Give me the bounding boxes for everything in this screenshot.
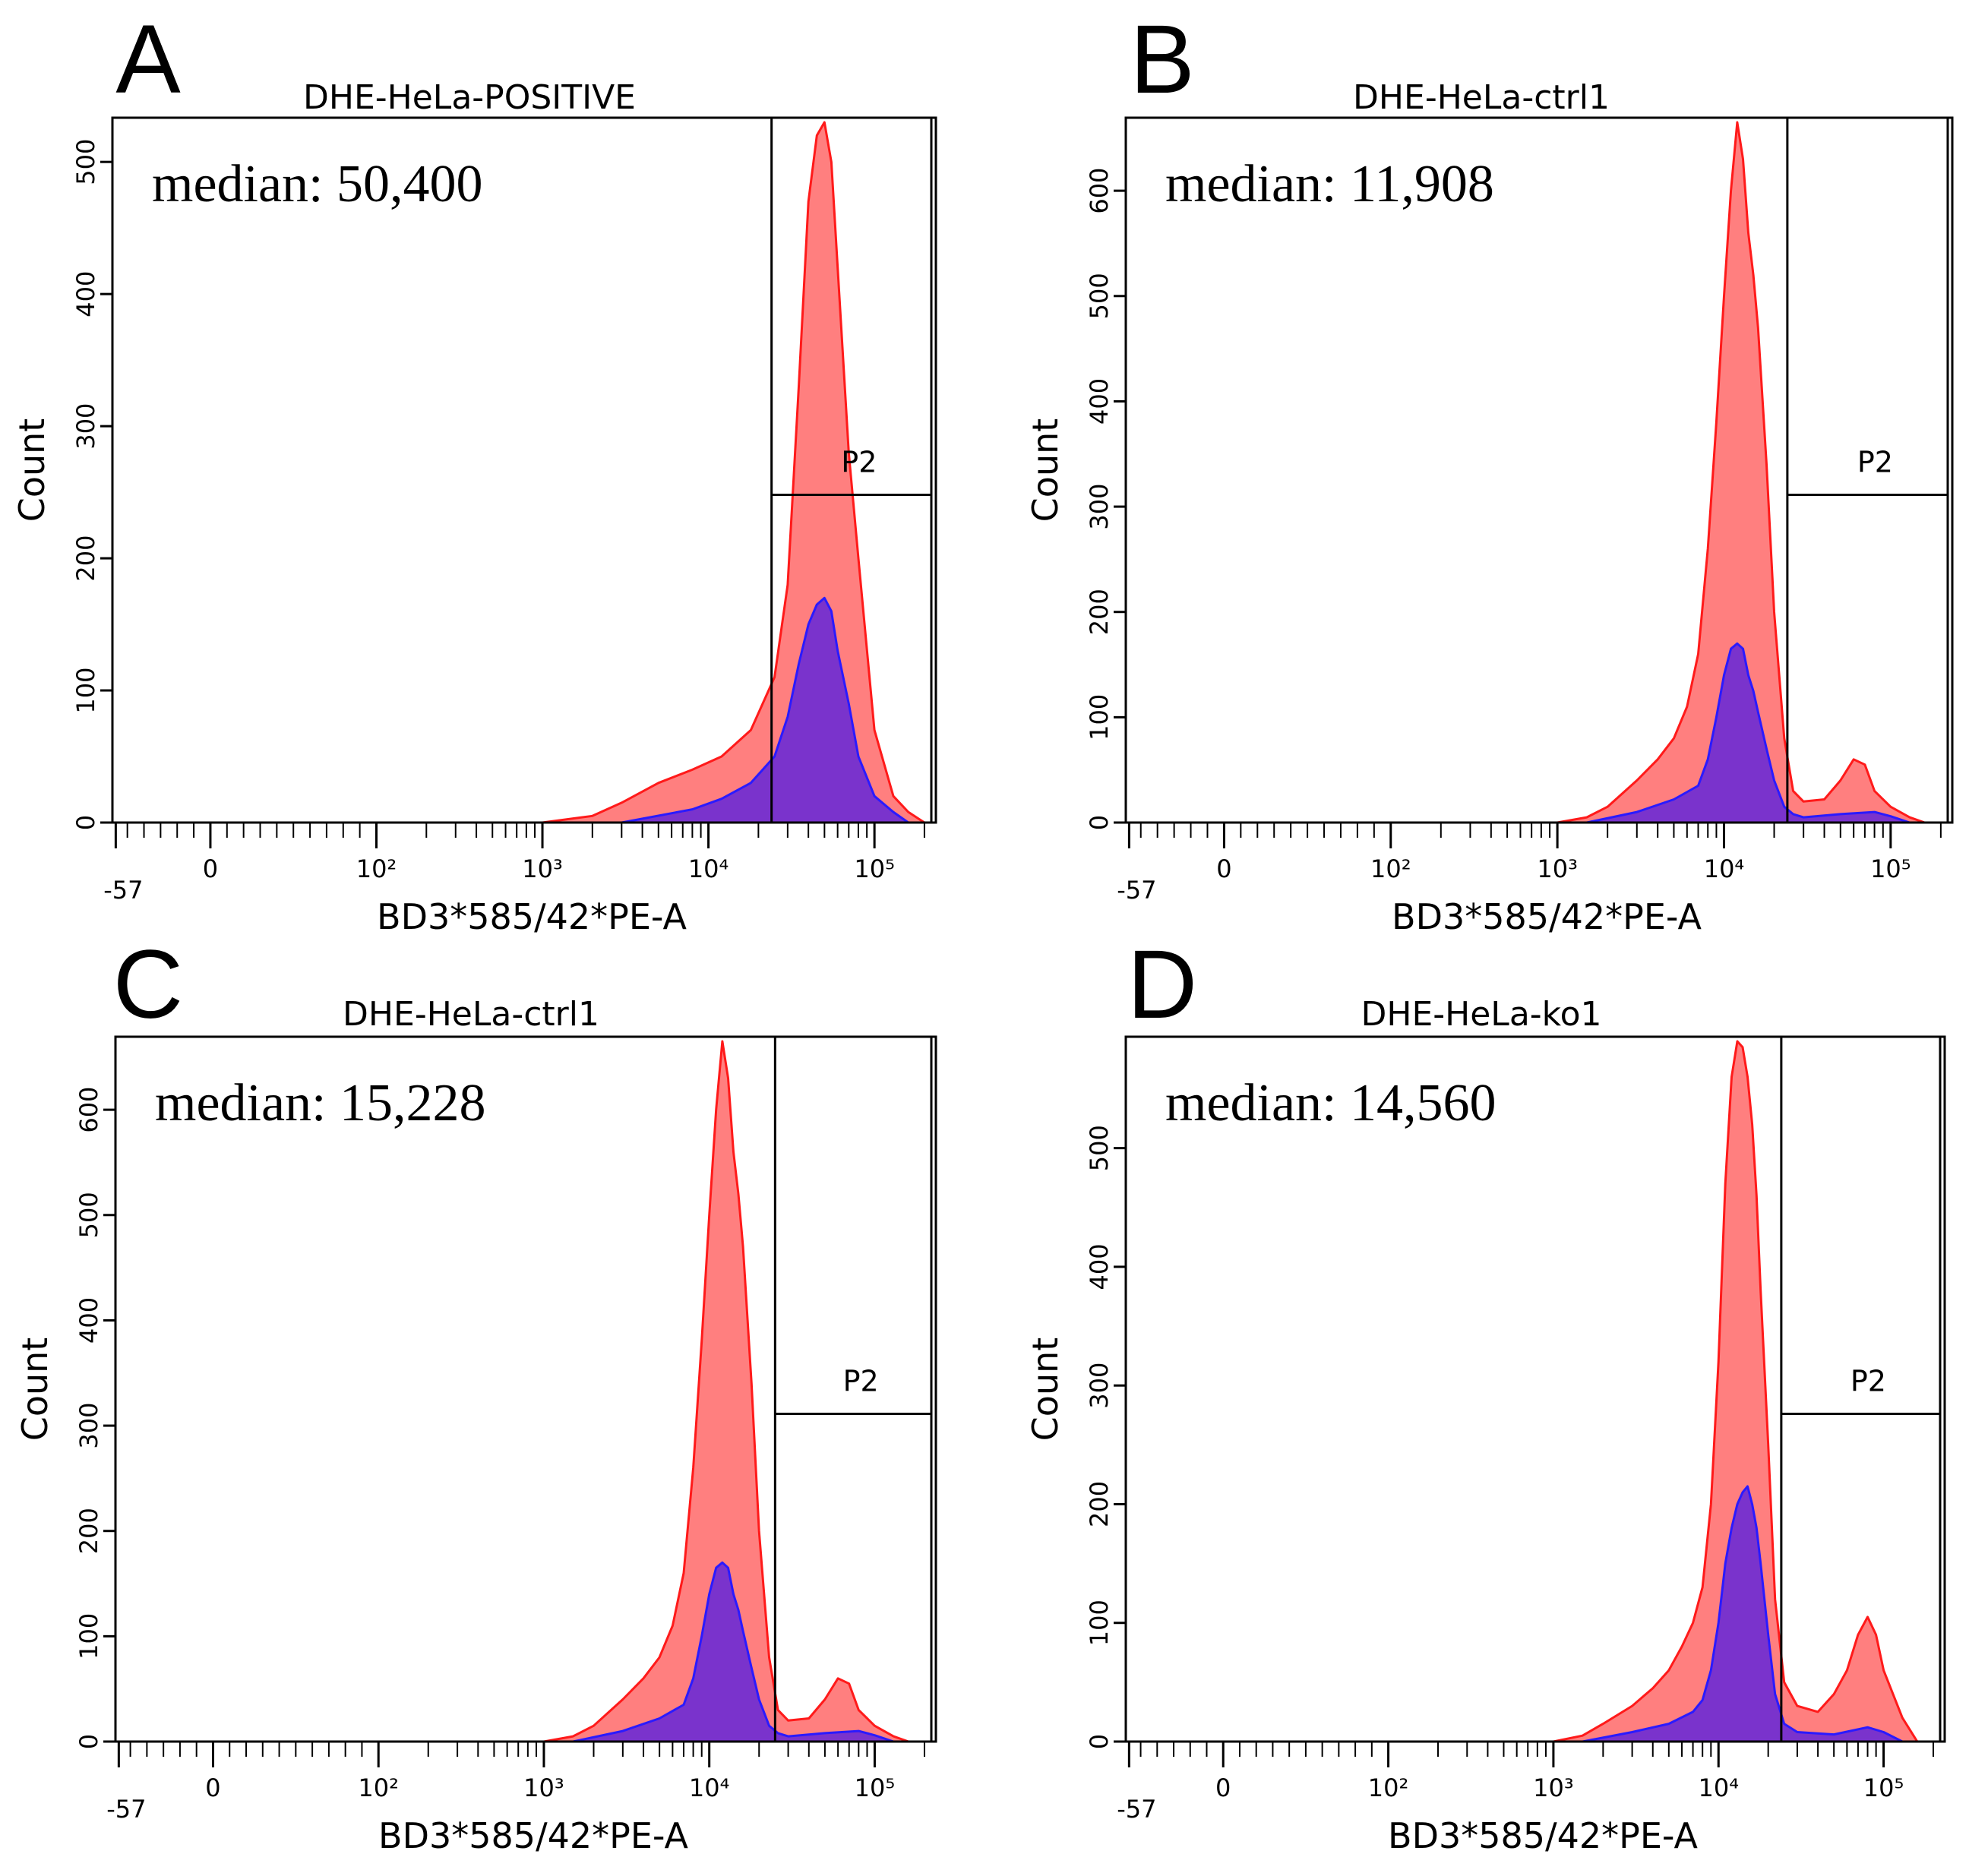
series-gated-line <box>1586 642 1911 824</box>
series-all-events-line <box>1557 121 1926 824</box>
x-tick-label: -57 <box>106 1795 146 1824</box>
series-all-events-area <box>544 1041 909 1742</box>
series-gated-area <box>1586 643 1910 823</box>
series-gated-line <box>572 1561 894 1743</box>
y-tick-label: 300 <box>1085 1363 1114 1409</box>
series-all-events-area <box>1557 122 1925 823</box>
x-tick-label: -57 <box>1117 1795 1156 1824</box>
panel-a: A DHE-HeLa-POSITIVE P2 median: 50,400 0 100 20… <box>11 5 937 937</box>
x-tick-label: 10⁵ <box>1870 854 1911 883</box>
x-tick-label: 0 <box>203 854 218 883</box>
x-axis-label: BD3*585/42*PE-A <box>1388 1815 1698 1856</box>
panel-letter: B <box>1130 5 1194 114</box>
y-tick-label: 400 <box>1085 378 1114 425</box>
y-tick-label: 400 <box>71 271 100 317</box>
chart-title: DHE-HeLa-ko1 <box>1361 995 1602 1034</box>
y-tick-label: 500 <box>74 1192 103 1238</box>
series-gated-line <box>621 596 909 824</box>
x-tick-label: -57 <box>1117 876 1156 905</box>
x-tick-label: 10² <box>1368 1773 1409 1802</box>
x-tick-label: 0 <box>205 1773 220 1802</box>
x-tick-label: 0 <box>1215 1773 1231 1802</box>
series-gated-line <box>1582 1485 1903 1743</box>
y-tick-label: 500 <box>71 139 100 185</box>
x-tick-label: 10⁴ <box>1704 854 1745 883</box>
y-tick-label: 500 <box>1085 1125 1114 1171</box>
y-tick-label: 200 <box>74 1508 103 1554</box>
y-axis-label: Count <box>11 418 52 523</box>
y-tick-label: 500 <box>1085 273 1114 319</box>
median-annotation: median: 50,400 <box>152 155 482 213</box>
plot-frame <box>1124 1035 1946 1743</box>
x-tick-label: 10⁴ <box>689 1773 730 1802</box>
y-tick-label: 0 <box>1085 815 1114 830</box>
y-tick-label: 400 <box>74 1297 103 1344</box>
y-tick-label: 200 <box>1085 1481 1114 1527</box>
series-all-events-area <box>1553 1041 1917 1742</box>
y-tick-label: 400 <box>1085 1243 1114 1290</box>
series-all-events-line <box>1553 1040 1919 1743</box>
y-tick-label: 0 <box>71 815 100 830</box>
panel-b: B DHE-HeLa-ctrl1 P2 median: 11,908 0 100 200 30… <box>1025 5 1954 937</box>
x-tick-label: 10³ <box>1537 854 1578 883</box>
x-tick-label: 10⁴ <box>1698 1773 1739 1802</box>
x-tick-label: 10⁵ <box>1863 1773 1904 1802</box>
series-all-events-line <box>543 1040 909 1743</box>
y-tick-label: 200 <box>71 535 100 582</box>
y-tick-label: 200 <box>1085 589 1114 635</box>
series-all-events-line <box>542 121 925 824</box>
x-tick-label: 10⁵ <box>855 1773 896 1802</box>
x-tick-label: -57 <box>103 876 143 905</box>
median-annotation: median: 15,228 <box>155 1074 485 1132</box>
x-tick-label: 10³ <box>523 1773 564 1802</box>
gate-label: P2 <box>1850 1364 1886 1398</box>
plot-frame <box>114 1035 937 1743</box>
y-tick-label: 100 <box>1085 1600 1114 1646</box>
panel-letter: C <box>113 930 183 1039</box>
y-tick-label: 600 <box>74 1087 103 1133</box>
panel-c: C DHE-HeLa-ctrl1 P2 median: 15,228 0 100 200 30… <box>14 930 937 1856</box>
x-tick-label: 10² <box>1370 854 1411 883</box>
chart-title: DHE-HeLa-ctrl1 <box>1353 78 1610 117</box>
chart-title: DHE-HeLa-ctrl1 <box>343 995 599 1034</box>
y-tick-label: 100 <box>71 667 100 713</box>
gate-label: P2 <box>1857 445 1893 478</box>
y-tick-label: 100 <box>74 1613 103 1660</box>
x-tick-label: 10² <box>358 1773 399 1802</box>
x-tick-label: 0 <box>1216 854 1231 883</box>
series-gated-area <box>621 598 909 823</box>
y-axis-label: Count <box>1025 418 1066 523</box>
y-axis-label: Count <box>14 1338 55 1442</box>
gate-label: P2 <box>843 1364 879 1398</box>
series-gated-area <box>1582 1486 1903 1742</box>
x-tick-label: 10³ <box>522 854 563 883</box>
x-tick-label: 10⁵ <box>854 854 895 883</box>
x-tick-label: 10² <box>356 854 397 883</box>
gate-label: P2 <box>841 445 877 478</box>
y-tick-label: 100 <box>1085 694 1114 741</box>
x-axis-label: BD3*585/42*PE-A <box>1392 896 1702 937</box>
series-gated-area <box>573 1562 894 1742</box>
x-axis-label: BD3*585/42*PE-A <box>377 896 687 937</box>
plot-frame <box>1124 116 1954 824</box>
median-annotation: median: 14,560 <box>1165 1074 1496 1132</box>
y-tick-label: 0 <box>74 1734 103 1749</box>
panel-d: D DHE-HeLa-ko1 P2 median: 14,560 0 100 200 300 4… <box>1025 930 1946 1856</box>
x-tick-label: 10⁴ <box>688 854 729 883</box>
y-tick-label: 300 <box>71 403 100 450</box>
y-axis-label: Count <box>1025 1338 1066 1442</box>
panel-letter: D <box>1127 930 1197 1039</box>
y-tick-label: 300 <box>1085 484 1114 530</box>
x-tick-label: 10³ <box>1533 1773 1574 1802</box>
x-axis-label: BD3*585/42*PE-A <box>378 1815 688 1856</box>
panel-letter: A <box>115 5 181 114</box>
plot-frame <box>111 116 937 824</box>
y-tick-label: 300 <box>74 1403 103 1449</box>
chart-title: DHE-HeLa-POSITIVE <box>303 78 636 117</box>
median-annotation: median: 11,908 <box>1165 155 1494 213</box>
y-tick-label: 0 <box>1085 1734 1114 1749</box>
y-tick-label: 600 <box>1085 168 1114 214</box>
